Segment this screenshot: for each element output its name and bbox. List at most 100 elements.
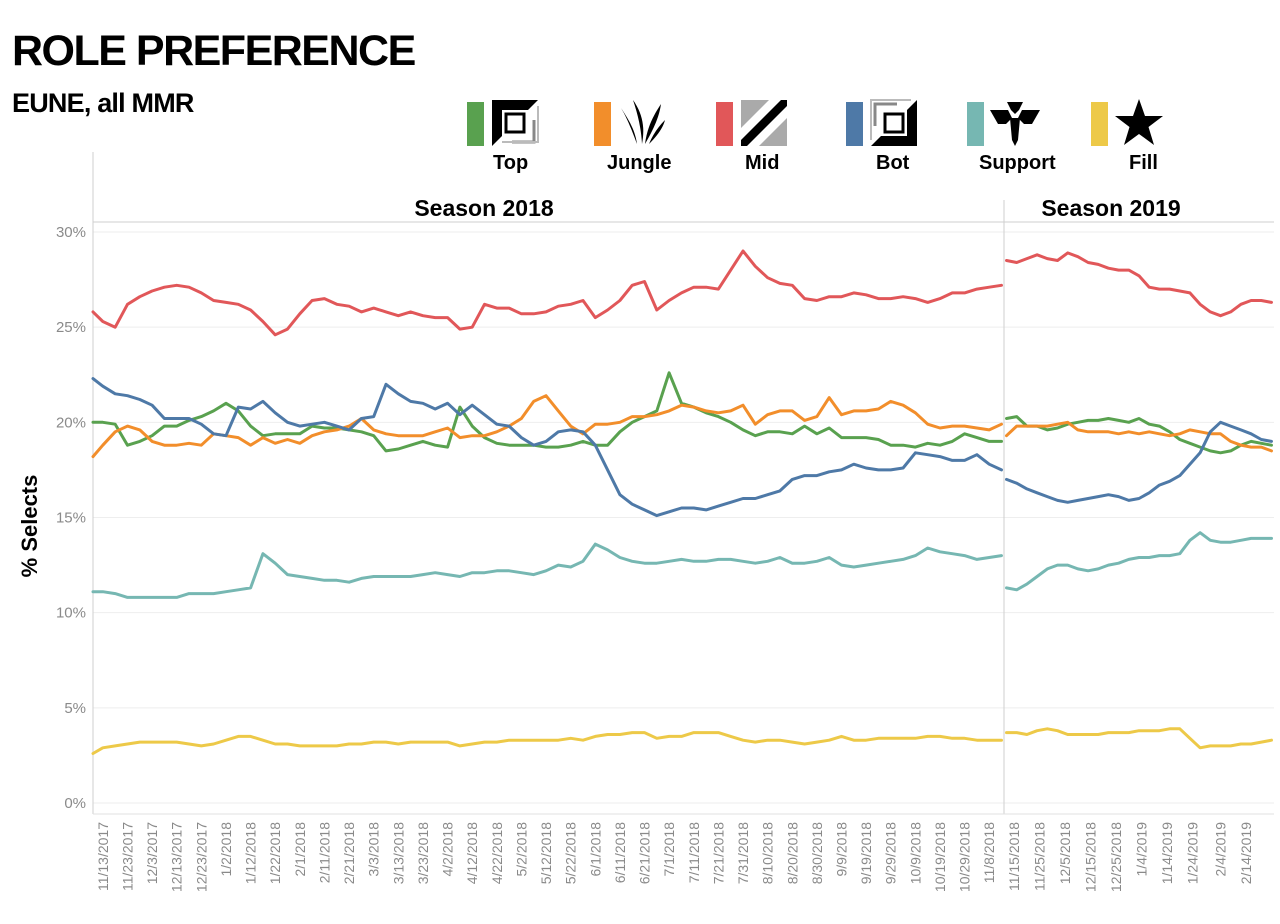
panel-title: Season 2018 bbox=[414, 195, 554, 221]
x-tick-label: 3/3/2018 bbox=[366, 822, 382, 877]
x-tick-label: 7/31/2018 bbox=[735, 822, 751, 884]
grid-lines bbox=[93, 231, 1274, 804]
legend-label-fill: Fill bbox=[1129, 152, 1158, 174]
x-tick-label: 3/13/2018 bbox=[390, 822, 406, 884]
x-tick-label: 2/14/2019 bbox=[1238, 822, 1254, 884]
x-tick-label: 7/11/2018 bbox=[686, 822, 702, 883]
chart-title: ROLE PREFERENCE bbox=[12, 27, 416, 75]
x-tick-label: 6/1/2018 bbox=[587, 822, 603, 877]
top-lane-icon bbox=[492, 100, 539, 146]
x-tick-label: 11/13/2017 bbox=[95, 822, 111, 891]
x-tick-label: 8/20/2018 bbox=[784, 822, 800, 884]
legend-swatch-bot bbox=[846, 102, 863, 146]
legend-label-mid: Mid bbox=[745, 152, 780, 174]
axis-labels: 0% 5% 10% 15% 20% 25% 30% % Selects Season 2018 1… bbox=[17, 195, 1254, 892]
legend-item-mid: Mid bbox=[716, 98, 846, 178]
legend-label-bot: Bot bbox=[876, 152, 910, 174]
x-tick-label: 1/24/2019 bbox=[1184, 822, 1200, 884]
series-line-jungle-2019 bbox=[1005, 420, 1273, 453]
series-line-jungle-2018 bbox=[91, 394, 1003, 459]
x-tick-label: 10/19/2018 bbox=[932, 822, 948, 892]
y-tick-label: 20% bbox=[56, 414, 86, 431]
x-tick-label: 3/23/2018 bbox=[415, 822, 431, 884]
x-tick-label: 5/2/2018 bbox=[513, 822, 529, 877]
mid-lane-icon bbox=[741, 100, 787, 146]
x-tick-label: 1/22/2018 bbox=[267, 822, 283, 884]
series-line-top-2019 bbox=[1005, 415, 1273, 455]
x-tick-label: 8/10/2018 bbox=[760, 822, 776, 884]
x-tick-label: 12/15/2018 bbox=[1083, 822, 1099, 892]
y-tick-label: 30% bbox=[56, 224, 86, 241]
x-tick-label: 2/1/2018 bbox=[292, 822, 308, 877]
x-tick-label: 12/3/2017 bbox=[144, 822, 160, 884]
x-tick-label: 4/22/2018 bbox=[489, 822, 505, 884]
x-tick-label: 9/19/2018 bbox=[858, 822, 874, 884]
x-tick-label: 7/1/2018 bbox=[661, 822, 677, 877]
fill-star-icon bbox=[1115, 99, 1163, 145]
support-icon bbox=[990, 102, 1040, 146]
legend-swatch-jungle bbox=[594, 102, 611, 146]
legend-swatch-mid bbox=[716, 102, 733, 146]
jungle-claw-icon bbox=[621, 100, 665, 144]
panel-title: Season 2019 bbox=[1041, 195, 1180, 221]
series-line-support-2019 bbox=[1005, 531, 1273, 592]
legend-swatch-fill bbox=[1091, 102, 1108, 146]
x-tick-label: 10/29/2018 bbox=[957, 822, 973, 892]
x-tick-label: 7/21/2018 bbox=[710, 822, 726, 884]
series-line-fill-2019 bbox=[1005, 727, 1273, 750]
chart-subtitle: EUNE, all MMR bbox=[12, 88, 194, 118]
x-tick-label: 11/8/2018 bbox=[981, 822, 997, 883]
series-line-mid-2018 bbox=[91, 249, 1003, 337]
x-tick-label: 12/23/2017 bbox=[193, 822, 209, 892]
x-tick-label: 9/9/2018 bbox=[833, 822, 849, 877]
x-tick-label: 1/14/2019 bbox=[1159, 822, 1175, 884]
series-line-bot-2019 bbox=[1005, 420, 1273, 504]
y-tick-label: 15% bbox=[56, 510, 86, 527]
x-tick-label: 5/22/2018 bbox=[563, 822, 579, 884]
x-tick-label: 12/13/2017 bbox=[169, 822, 185, 892]
legend-label-jungle: Jungle bbox=[607, 152, 672, 174]
y-tick-label: 10% bbox=[56, 605, 86, 622]
y-tick-label: 0% bbox=[64, 795, 86, 812]
x-tick-label: 2/4/2019 bbox=[1213, 822, 1229, 877]
x-tick-label: 11/15/2018 bbox=[1006, 822, 1022, 891]
legend-swatch-support bbox=[967, 102, 984, 146]
x-tick-label: 8/30/2018 bbox=[809, 822, 825, 884]
x-tick-label: 12/5/2018 bbox=[1057, 822, 1073, 884]
bot-lane-icon bbox=[870, 99, 917, 146]
x-tick-label: 2/11/2018 bbox=[316, 822, 332, 883]
x-tick-label: 1/12/2018 bbox=[243, 822, 259, 884]
x-tick-label: 6/11/2018 bbox=[612, 822, 628, 883]
x-tick-label: 4/2/2018 bbox=[440, 822, 456, 877]
x-tick-label: 6/21/2018 bbox=[637, 822, 653, 884]
legend-swatch-top bbox=[467, 102, 484, 146]
x-tick-label: 1/2/2018 bbox=[218, 822, 234, 877]
legend-label-top: Top bbox=[493, 152, 529, 174]
x-tick-label: 4/12/2018 bbox=[464, 822, 480, 884]
x-tick-label: 9/29/2018 bbox=[883, 822, 899, 884]
x-tick-label: 10/9/2018 bbox=[907, 822, 923, 884]
x-tick-label: 1/4/2019 bbox=[1134, 822, 1150, 877]
x-tick-label: 11/25/2018 bbox=[1032, 822, 1048, 891]
x-tick-label: 11/23/2017 bbox=[119, 822, 135, 891]
series-line-top-2018 bbox=[91, 371, 1003, 453]
legend-label-support: Support bbox=[979, 152, 1056, 174]
y-tick-label: 5% bbox=[64, 700, 86, 717]
series-lines bbox=[91, 249, 1273, 755]
legend-item-support: Support bbox=[967, 98, 1097, 178]
series-line-mid-2019 bbox=[1005, 251, 1273, 318]
x-tick-label: 5/12/2018 bbox=[538, 822, 554, 884]
y-tick-label: 25% bbox=[56, 319, 86, 336]
series-line-support-2018 bbox=[91, 542, 1003, 599]
y-axis-label: % Selects bbox=[17, 475, 42, 578]
x-tick-label: 12/25/2018 bbox=[1108, 822, 1124, 892]
axes bbox=[92, 152, 1274, 815]
legend-item-bot: Bot bbox=[846, 98, 976, 178]
series-line-bot-2018 bbox=[91, 377, 1003, 518]
legend-item-top: Top bbox=[467, 98, 597, 178]
legend-item-fill: Fill bbox=[1091, 98, 1221, 178]
x-tick-label: 2/21/2018 bbox=[341, 822, 357, 884]
legend-item-jungle: Jungle bbox=[594, 98, 724, 178]
series-line-fill-2018 bbox=[91, 731, 1003, 755]
